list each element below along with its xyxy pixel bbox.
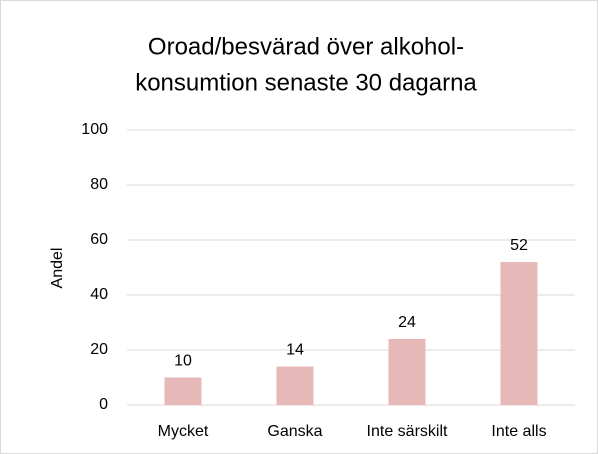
y-tick-label: 40 bbox=[90, 286, 108, 303]
y-tick-label: 100 bbox=[81, 121, 108, 138]
x-tick-label: Ganska bbox=[267, 423, 322, 440]
bar bbox=[500, 262, 538, 405]
y-tick-label: 60 bbox=[90, 231, 108, 248]
x-tick-label: Inte alls bbox=[491, 423, 546, 440]
y-axis-label: Andel bbox=[49, 248, 66, 289]
y-tick-label: 20 bbox=[90, 341, 108, 358]
x-tick-label: Mycket bbox=[158, 423, 209, 440]
data-label: 24 bbox=[398, 314, 416, 331]
x-tick-label: Inte särskilt bbox=[367, 423, 448, 440]
data-label: 10 bbox=[174, 353, 192, 370]
bar bbox=[388, 339, 426, 405]
chart-title: konsumtion senaste 30 dagarna bbox=[135, 69, 477, 96]
y-tick-label: 0 bbox=[99, 396, 108, 413]
bar bbox=[276, 366, 314, 405]
data-label: 52 bbox=[510, 237, 528, 254]
chart-title: Oroad/besvärad över alkohol- bbox=[148, 33, 464, 60]
data-label: 14 bbox=[286, 342, 304, 359]
bar bbox=[164, 377, 202, 405]
y-tick-label: 80 bbox=[90, 176, 108, 193]
